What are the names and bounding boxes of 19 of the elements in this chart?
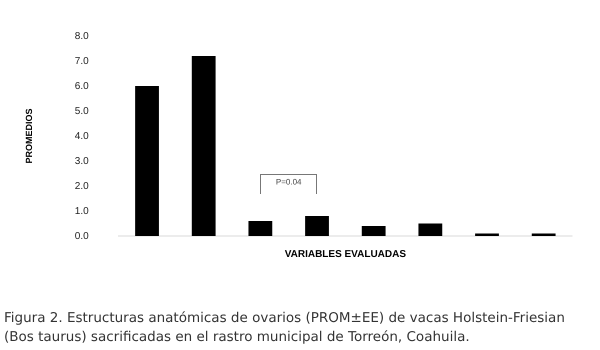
bar <box>418 224 442 236</box>
bar <box>248 221 272 236</box>
annotation: P=0.04 <box>272 178 304 186</box>
x-axis-title: VARIABLES EVALUADAS <box>284 248 406 260</box>
y-tick-label: 4.0 <box>74 130 90 142</box>
y-axis-title: PROMEDIOS <box>24 108 34 164</box>
bar <box>305 216 329 236</box>
text: Figura 2. Estructuras anatómicas de ovarios (PROM±EE) de vacas Holstein-Friesian (Bos taurus) sacrificadas en el rastro municipal de Torreón, Coahuila. <box>4 309 566 347</box>
y-tick-label: 8.0 <box>74 30 90 42</box>
y-tick-label: 3.0 <box>74 156 90 167</box>
bar <box>135 86 159 236</box>
y-tick-label: 5.0 <box>74 106 90 117</box>
y-tick-label: 1.0 <box>74 206 90 217</box>
y-tick-label: 7.0 <box>74 56 90 67</box>
y-tick-label: 2.0 <box>74 180 90 192</box>
y-tick-label: 0.0 <box>74 230 90 242</box>
bar <box>362 226 386 236</box>
y-tick-label: 6.0 <box>74 80 90 92</box>
bar <box>192 56 216 236</box>
